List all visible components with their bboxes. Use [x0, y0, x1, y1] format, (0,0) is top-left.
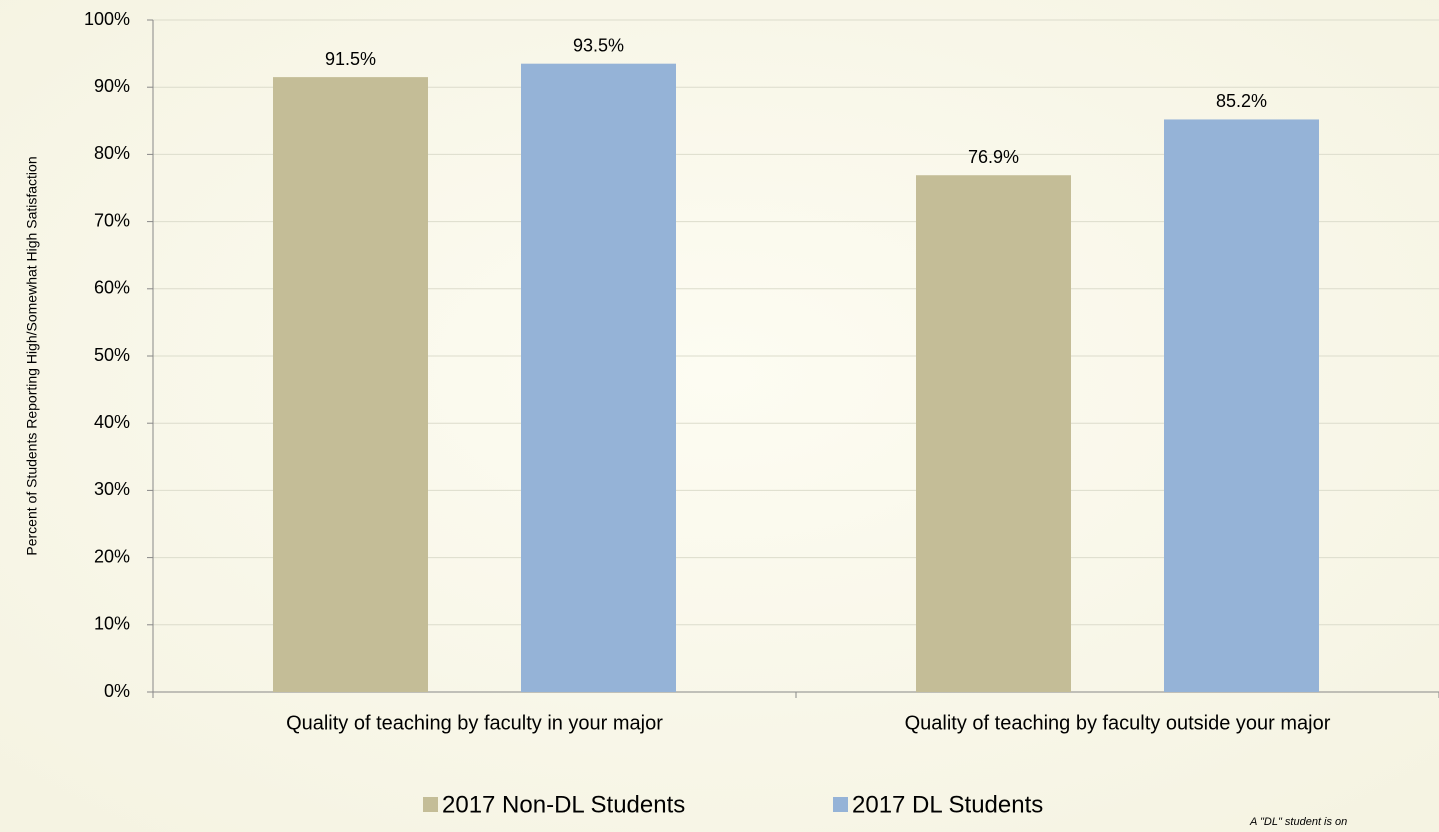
- y-tick-label: 40%: [94, 412, 130, 432]
- x-tick-label: Quality of teaching by faculty in your m…: [286, 712, 663, 734]
- y-tick-label: 50%: [94, 345, 130, 365]
- value-label: 93.5%: [573, 35, 624, 55]
- bar: [521, 63, 676, 693]
- bar: [273, 77, 428, 693]
- legend-swatch: [423, 797, 438, 812]
- value-label: 85.2%: [1216, 91, 1267, 111]
- y-tick-label: 60%: [94, 278, 130, 298]
- footnote: A "DL" student is on: [1249, 816, 1347, 828]
- y-tick-label: 20%: [94, 546, 130, 566]
- y-axis-label: Percent of Students Reporting High/Somew…: [24, 156, 40, 555]
- x-tick-label: Quality of teaching by faculty outside y…: [905, 712, 1331, 734]
- y-tick-label: 70%: [94, 210, 130, 230]
- y-tick-label: 100%: [84, 9, 130, 29]
- y-tick-label: 10%: [94, 614, 130, 634]
- value-label: 91.5%: [325, 49, 376, 69]
- y-tick-label: 80%: [94, 143, 130, 163]
- value-label: 76.9%: [968, 147, 1019, 167]
- legend-label: 2017 DL Students: [852, 791, 1043, 818]
- y-tick-label: 90%: [94, 76, 130, 96]
- legend-swatch: [833, 797, 848, 812]
- bar: [1164, 119, 1319, 693]
- y-tick-label: 30%: [94, 479, 130, 499]
- legend-label: 2017 Non-DL Students: [442, 791, 685, 818]
- y-tick-label: 0%: [104, 681, 130, 701]
- bar: [916, 175, 1071, 692]
